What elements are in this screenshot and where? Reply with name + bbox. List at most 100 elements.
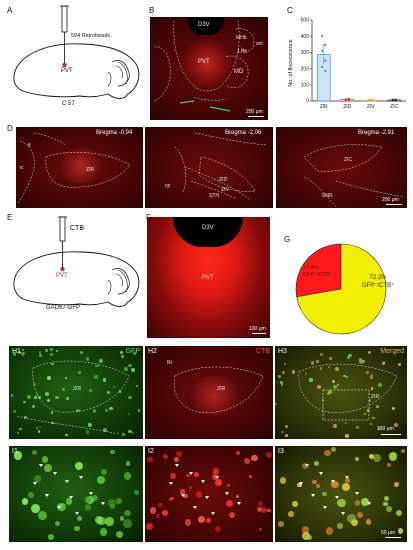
cell-body (311, 361, 315, 365)
arrowhead-marker (53, 472, 57, 475)
arrowhead-marker (57, 506, 61, 509)
arrowhead-marker (39, 464, 43, 467)
cell-body (258, 501, 263, 506)
cell-body (266, 508, 271, 513)
chart-c-bar (363, 99, 378, 102)
scale-text-b: 200 μm (246, 109, 263, 115)
panel-a-region: PVT (61, 68, 73, 74)
cell-body (301, 531, 310, 540)
cell-body (382, 362, 386, 365)
chart-c-xtick-label: ZID (343, 104, 351, 110)
cell-body (137, 409, 141, 412)
cell-body (132, 351, 137, 355)
cell-body (119, 516, 125, 521)
chart-c-bar (387, 99, 402, 102)
cell-body (105, 517, 114, 526)
cell-body (228, 511, 235, 518)
cell-body (211, 474, 218, 481)
cell-body (383, 502, 388, 507)
cell-body (88, 422, 93, 427)
cell-body (304, 372, 308, 376)
arrowhead-marker (79, 476, 83, 479)
cell-body (174, 456, 180, 462)
panel-h3-label: H3 (278, 348, 287, 355)
cell-body (83, 495, 92, 504)
cell-body (394, 482, 399, 487)
cell-body (55, 521, 60, 527)
arrowhead-marker (89, 492, 93, 495)
arrowhead-marker (101, 502, 105, 505)
scale-bar-h3 (381, 434, 401, 435)
cell-body (21, 352, 25, 356)
cell-body (343, 374, 346, 377)
panel-i1-label: I1 (12, 448, 18, 455)
ventricle-b (188, 17, 224, 35)
cell-body (387, 463, 392, 468)
cell-body (215, 478, 223, 486)
chart-c-point (368, 98, 371, 102)
panel-d-label: D (7, 124, 13, 133)
cell-body (131, 431, 135, 435)
cell-body (195, 491, 203, 499)
cell-body (227, 483, 231, 487)
cell-body (179, 489, 186, 495)
cell-body (329, 356, 333, 360)
cell-body (127, 395, 132, 400)
cell-body (316, 385, 321, 389)
ventricle-f (173, 217, 243, 247)
panel-a-label: A (7, 6, 13, 15)
cell-body (377, 382, 382, 387)
cell-body (226, 500, 234, 508)
cell-body (55, 350, 58, 353)
scale-text-h3: 150 μm (377, 426, 394, 432)
cell-body (113, 385, 116, 388)
cell-body (186, 473, 190, 477)
outlines-h2 (173, 366, 264, 413)
cell-body (370, 373, 374, 377)
outlines-h3 (298, 363, 398, 421)
zir-signal-d1 (56, 149, 106, 183)
cell-body (38, 511, 48, 520)
cell-body (258, 528, 263, 532)
cell-body (163, 454, 169, 460)
arrowhead-marker (205, 496, 209, 499)
cell-body (31, 504, 40, 513)
cell-body (51, 421, 54, 425)
cell-body (257, 507, 263, 513)
arrowhead-marker (169, 482, 173, 485)
cell-body (359, 359, 364, 364)
cell-body (119, 350, 124, 355)
chart-c-bar (316, 54, 331, 102)
chart-c-ylabel: No. of fluorescence (288, 39, 294, 87)
cell-body (284, 433, 288, 437)
arrowhead-marker (201, 480, 205, 483)
cell-body (337, 498, 346, 508)
cell-body (330, 447, 336, 453)
cell-body (123, 519, 133, 529)
cell-body (128, 430, 132, 434)
panel-h2-label: H2 (148, 348, 157, 355)
scale-text-i3: 50 μm (381, 530, 395, 536)
cell-body (31, 449, 37, 455)
chart-c-point (368, 99, 371, 102)
scale-bar-f (252, 333, 266, 334)
cell-body (37, 430, 41, 433)
arrowhead-marker (299, 482, 303, 485)
cell-body (354, 456, 360, 462)
micrograph-i3: I3 50 μm (275, 446, 407, 542)
cell-body (388, 452, 398, 461)
cell-body (391, 407, 395, 410)
tag-md-b: MD (234, 69, 244, 75)
cell-body (363, 412, 367, 416)
tag-lhb-b: LHb (238, 49, 248, 55)
arrowhead-marker (215, 476, 219, 479)
tag-d3v-f: D3V (202, 225, 214, 231)
cell-body (251, 455, 258, 462)
cell-body (36, 427, 39, 430)
chart-c-ytick-label: 400 (301, 34, 310, 40)
scale-bar-i3 (385, 537, 401, 538)
cell-body (336, 523, 343, 529)
cell-body (128, 363, 133, 368)
cell-body (24, 415, 28, 419)
cell-body (354, 499, 361, 506)
